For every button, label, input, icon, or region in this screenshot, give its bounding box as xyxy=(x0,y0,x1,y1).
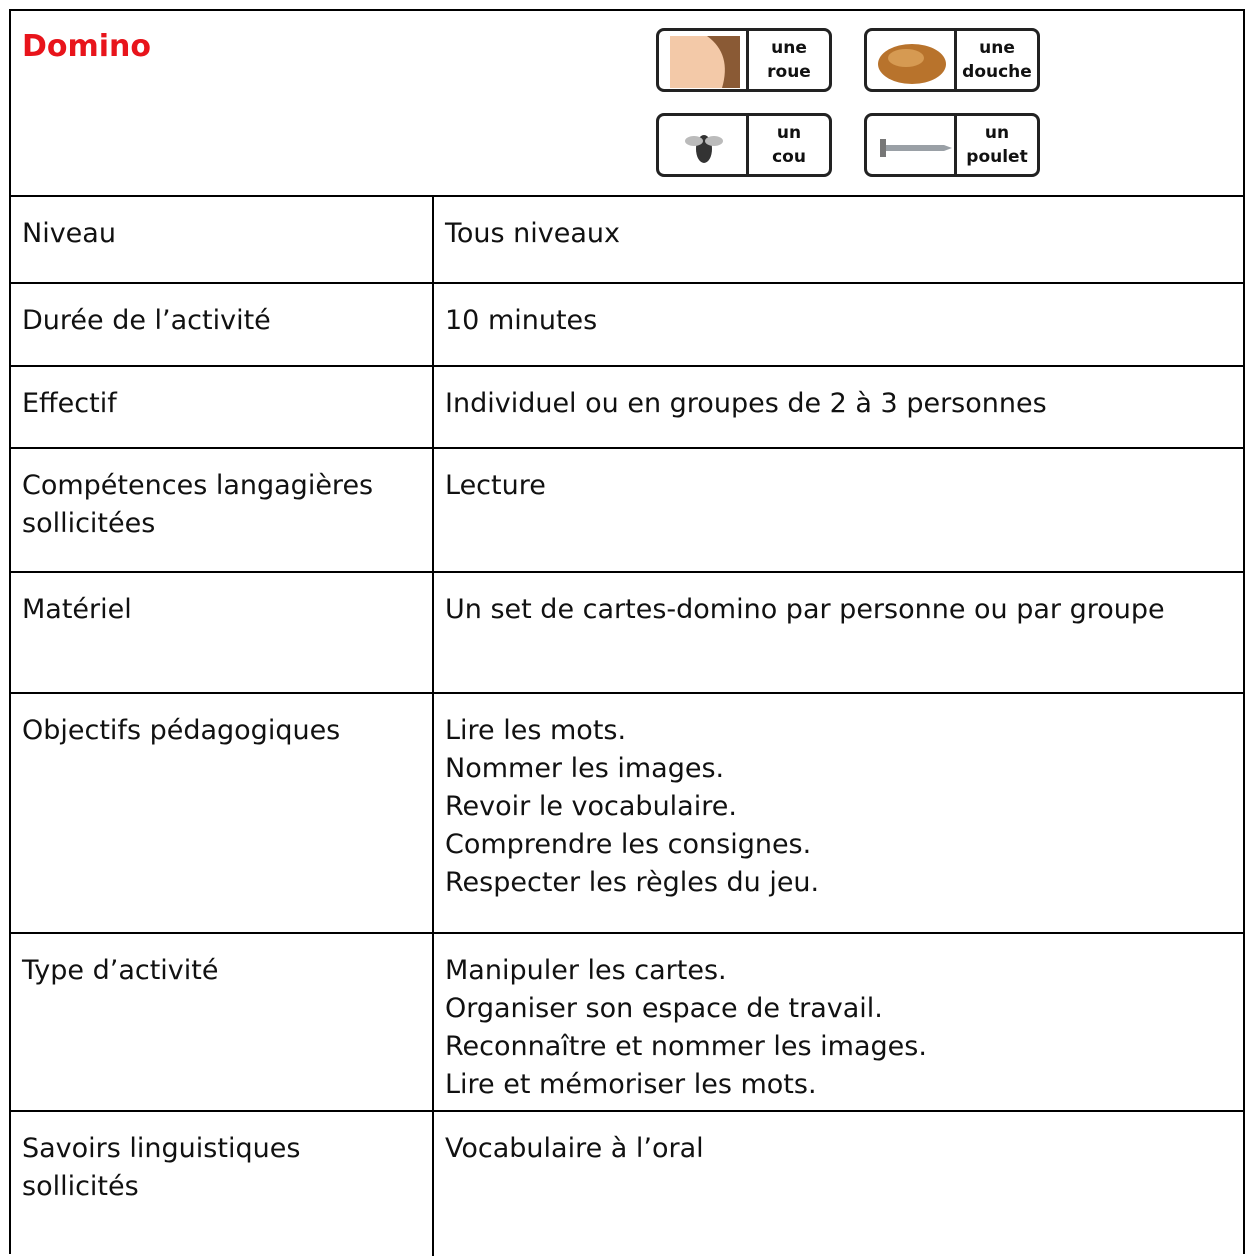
row-label: Durée de l’activité xyxy=(22,305,271,336)
column-divider xyxy=(432,1112,434,1256)
value-line: 10 minutes xyxy=(445,305,598,336)
column-divider xyxy=(432,284,434,365)
row-value: 10 minutes xyxy=(445,302,1225,340)
domino-card: une douche xyxy=(864,28,1040,92)
domino-divider xyxy=(746,31,749,89)
row-label: Objectifs pédagogiques xyxy=(22,715,341,746)
table-row: Durée de l’activité 10 minutes xyxy=(11,284,1243,367)
domino-word-line: douche xyxy=(962,62,1032,82)
domino-picture xyxy=(878,44,946,84)
table-row: Effectif Individuel ou en groupes de 2 à … xyxy=(11,367,1243,449)
row-value: Vocabulaire à l’oral xyxy=(445,1130,1225,1168)
column-divider xyxy=(432,694,434,932)
domino-divider xyxy=(746,116,749,174)
value-line: Lecture xyxy=(445,470,546,501)
column-divider xyxy=(432,197,434,282)
table-row: Matériel Un set de cartes-domino par pers… xyxy=(11,573,1243,694)
column-divider xyxy=(432,449,434,571)
row-value: Lecture xyxy=(445,467,1225,505)
value-line: Nommer les images. xyxy=(445,753,725,784)
value-line: Organiser son espace de travail. xyxy=(445,993,883,1024)
domino-word: une roue xyxy=(749,31,829,89)
value-line: Individuel ou en groupes de 2 à 3 person… xyxy=(445,388,1047,419)
row-label: Effectif xyxy=(22,388,117,419)
domino-picture xyxy=(685,135,723,163)
domino-word-line: cou xyxy=(772,147,806,167)
domino-card: une roue xyxy=(656,28,832,92)
domino-card: un poulet xyxy=(864,113,1040,177)
value-line: Comprendre les consignes. xyxy=(445,829,812,860)
domino-word-line: poulet xyxy=(966,147,1028,167)
domino-word: un poulet xyxy=(957,116,1037,174)
domino-word-line: roue xyxy=(767,62,811,82)
row-label: Savoirs linguistiques sollicités xyxy=(22,1133,301,1202)
column-divider xyxy=(432,367,434,447)
domino-picture xyxy=(670,36,740,88)
domino-word-line: une xyxy=(771,38,807,58)
value-line: Lire et mémoriser les mots. xyxy=(445,1069,817,1100)
value-line: Vocabulaire à l’oral xyxy=(445,1133,704,1164)
domino-divider xyxy=(954,31,957,89)
title: Domino xyxy=(22,29,152,64)
row-value: Individuel ou en groupes de 2 à 3 person… xyxy=(445,385,1225,423)
value-line: Tous niveaux xyxy=(445,218,621,249)
domino-word-line: une xyxy=(979,38,1015,58)
value-line: Revoir le vocabulaire. xyxy=(445,791,737,822)
table-row: Savoirs linguistiques sollicités Vocabula… xyxy=(11,1112,1243,1256)
row-label: Compétences langagières sollicitées xyxy=(22,470,374,539)
domino-card: un cou xyxy=(656,113,832,177)
row-label: Niveau xyxy=(22,218,116,249)
table-row: Niveau Tous niveaux xyxy=(11,197,1243,284)
table-row: Objectifs pédagogiques Lire les mots. Nomm… xyxy=(11,694,1243,934)
value-line: Reconnaître et nommer les images. xyxy=(445,1031,927,1062)
value-line: Respecter les règles du jeu. xyxy=(445,867,820,898)
domino-word: une douche xyxy=(957,31,1037,89)
activity-sheet: Domino une roue une douche un cou un poulet Niv… xyxy=(9,9,1245,1256)
domino-word: un cou xyxy=(749,116,829,174)
row-label: Matériel xyxy=(22,594,132,625)
domino-divider xyxy=(954,116,957,174)
value-line: Un set de cartes-domino par personne ou … xyxy=(445,594,1165,625)
value-line: Manipuler les cartes. xyxy=(445,955,727,986)
domino-picture xyxy=(880,139,952,157)
value-line: Lire les mots. xyxy=(445,715,627,746)
row-value: Tous niveaux xyxy=(445,215,1225,253)
domino-word-line: un xyxy=(776,123,802,143)
column-divider xyxy=(432,573,434,692)
row-value: Lire les mots. Nommer les images. Revoir l… xyxy=(445,712,1225,902)
row-value: Un set de cartes-domino par personne ou … xyxy=(445,591,1225,629)
column-divider xyxy=(432,934,434,1110)
table-row: Compétences langagières sollicitées Lectu… xyxy=(11,449,1243,573)
header: Domino une roue une douche un cou un poulet xyxy=(11,11,1243,197)
table-row: Type d’activité Manipuler les cartes. Orga… xyxy=(11,934,1243,1112)
domino-word-line: un xyxy=(984,123,1010,143)
row-label: Type d’activité xyxy=(22,955,219,986)
row-value: Manipuler les cartes. Organiser son espac… xyxy=(445,952,1225,1104)
